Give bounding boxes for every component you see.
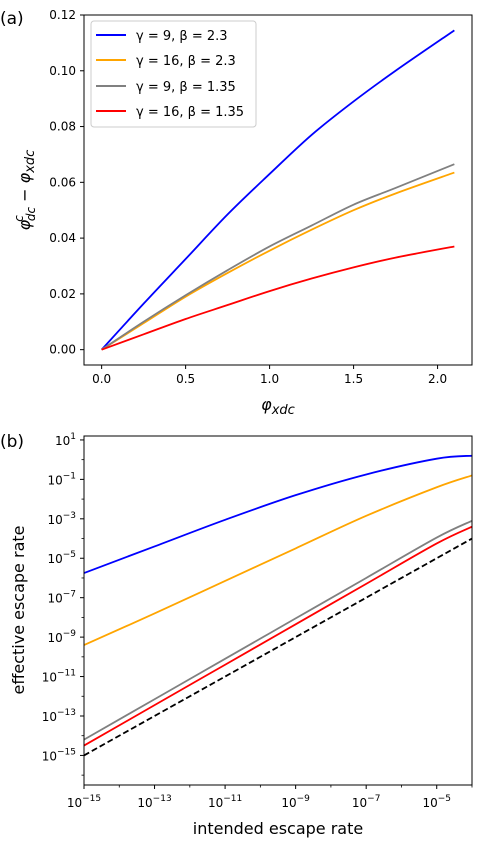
legend-label: γ = 9, β = 1.35	[136, 80, 236, 95]
panel-b-label: (b)	[0, 432, 24, 452]
y-tick-label: 10−9	[47, 629, 76, 645]
legend-box	[90, 20, 257, 128]
y-tick-label: 101	[55, 432, 76, 448]
y-tick-label: 10−13	[42, 708, 76, 724]
y-tick-label: 10−15	[42, 747, 76, 763]
x-tick-label: 10−9	[281, 794, 310, 810]
y-tick-label: 10−7	[47, 590, 76, 606]
panel-a: (a) 0.0 0.5 1.0 1.5 2.0 0.00 0.02 0.04 0.06 0.08…	[0, 8, 473, 418]
x-tick-label: 2.0	[428, 372, 447, 386]
series-line-0	[83, 454, 473, 574]
series-line-3	[101, 245, 455, 351]
x-tick-label: 10−7	[352, 794, 381, 810]
y-tick-label: 0.02	[49, 287, 76, 301]
series-line-4	[83, 537, 473, 757]
panel-b: (b) 10−15 10−13 10−11 10−9 10−7 10−5 10110−11…	[0, 432, 473, 838]
series-line-1	[101, 171, 455, 351]
y-tick-label: 0.06	[49, 175, 76, 189]
legend-label: γ = 16, β = 2.3	[136, 54, 236, 69]
panel-a-label: (a)	[0, 9, 24, 29]
y-tick-label: 0.10	[49, 64, 76, 78]
x-tick-label: 1.5	[344, 372, 363, 386]
panel-a-legend: γ = 9, β = 2.3 γ = 16, β = 2.3 γ = 9, β …	[90, 20, 257, 128]
x-tick-label: 10−11	[208, 794, 242, 810]
panel-a-y-ticks: 0.00 0.02 0.04 0.06 0.08 0.10 0.12	[49, 8, 84, 357]
y-tick-label: 10−5	[47, 550, 76, 566]
panel-b-y-ticks: 101 10−1 10−3 10−5 10−7 10−9 10−11 10−13 10−15	[42, 432, 84, 776]
legend-entry: γ = 16, β = 2.3	[96, 54, 236, 69]
y-tick-label: 10−1	[47, 471, 76, 487]
x-tick-label: 10−15	[67, 794, 101, 810]
panel-a-y-axis-label: φcdc − φxdc	[12, 150, 38, 231]
y-tick-label: 0.12	[49, 8, 76, 22]
panel-a-x-axis-label: φxdc	[261, 395, 295, 418]
y-tick-label: 10−11	[42, 669, 76, 685]
panel-b-x-ticks: 10−15 10−13 10−11 10−9 10−7 10−5	[67, 785, 473, 810]
y-tick-label: 10−3	[47, 511, 76, 527]
legend-label: γ = 9, β = 2.3	[136, 29, 228, 44]
x-tick-label: 0.0	[92, 372, 111, 386]
x-tick-label: 1.0	[260, 372, 279, 386]
panel-b-y-axis-label: effective escape rate	[9, 526, 28, 695]
series-line-0	[100, 29, 455, 351]
x-tick-label: 0.5	[176, 372, 195, 386]
panel-b-x-axis-label: intended escape rate	[193, 819, 363, 838]
y-tick-label: 0.00	[49, 343, 76, 357]
panel-a-frame	[83, 14, 473, 366]
x-tick-label: 10−13	[137, 794, 171, 810]
panel-b-frame	[83, 435, 473, 786]
series-line-2	[101, 163, 455, 351]
legend-entry: γ = 9, β = 1.35	[96, 80, 236, 95]
legend-label: γ = 16, β = 1.35	[136, 105, 244, 120]
series-line-3	[83, 525, 473, 747]
series-line-2	[83, 519, 473, 741]
panel-b-lines	[83, 454, 473, 757]
x-tick-label: 10−5	[422, 794, 451, 810]
panel-a-lines	[100, 29, 455, 351]
y-tick-label: 0.08	[49, 120, 76, 134]
legend-entry: γ = 9, β = 2.3	[96, 29, 228, 44]
series-line-1	[83, 474, 473, 646]
y-tick-label: 0.04	[49, 231, 76, 245]
legend-entry: γ = 16, β = 1.35	[96, 105, 244, 120]
panel-a-x-ticks: 0.0 0.5 1.0 1.5 2.0	[92, 365, 447, 386]
